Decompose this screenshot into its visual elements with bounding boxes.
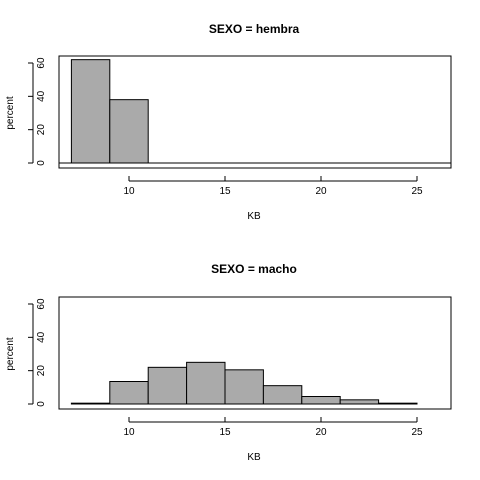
y-axis-label: percent <box>5 337 16 371</box>
histogram-bar <box>186 361 226 405</box>
x-tick-label: 15 <box>219 427 231 438</box>
y-tick-label: 40 <box>36 90 47 102</box>
y-tick-label: 40 <box>36 331 47 343</box>
y-tick-label: 20 <box>36 124 47 136</box>
y-tick-label: 60 <box>36 57 47 69</box>
histogram-bar <box>224 369 264 405</box>
x-axis-label: KB <box>247 211 261 222</box>
y-axis-label: percent <box>5 96 16 130</box>
panel-title: SEXO = macho <box>211 262 297 276</box>
histogram-bar <box>70 402 111 405</box>
bars <box>70 59 149 164</box>
panel-hembra: SEXO = hembra 0 20 40 60 10 15 20 25 KB percen… <box>5 22 452 222</box>
plot-frame <box>58 296 452 410</box>
x-tick-label: 15 <box>219 186 231 197</box>
histogram-bar <box>301 396 341 405</box>
x-tick-label: 10 <box>123 186 135 197</box>
bars <box>70 361 418 405</box>
y-axis: 0 20 40 60 <box>28 298 47 407</box>
panel-macho: SEXO = macho 0 20 40 60 10 15 20 25 KB percent <box>5 262 452 463</box>
y-tick-label: 60 <box>36 298 47 310</box>
y-tick-label: 0 <box>36 160 47 166</box>
x-tick-label: 20 <box>315 427 327 438</box>
y-tick-label: 20 <box>36 365 47 377</box>
histogram-bar <box>339 399 380 405</box>
histogram-bar <box>378 402 418 405</box>
x-tick-label: 25 <box>411 186 423 197</box>
histogram-bar <box>262 385 303 405</box>
y-tick-label: 0 <box>36 401 47 407</box>
plot-frame <box>58 55 452 169</box>
x-axis-label: KB <box>247 452 261 463</box>
x-tick-label: 10 <box>123 427 135 438</box>
y-axis: 0 20 40 60 <box>28 57 47 166</box>
histogram-bar <box>70 59 111 164</box>
x-axis: 10 15 20 25 <box>123 176 423 197</box>
histogram-bar <box>109 99 149 164</box>
x-tick-label: 25 <box>411 427 423 438</box>
histogram-bar <box>109 381 149 405</box>
panel-title: SEXO = hembra <box>209 22 300 36</box>
x-tick-label: 20 <box>315 186 327 197</box>
histogram-bar <box>147 366 188 405</box>
x-axis: 10 15 20 25 <box>123 417 423 438</box>
